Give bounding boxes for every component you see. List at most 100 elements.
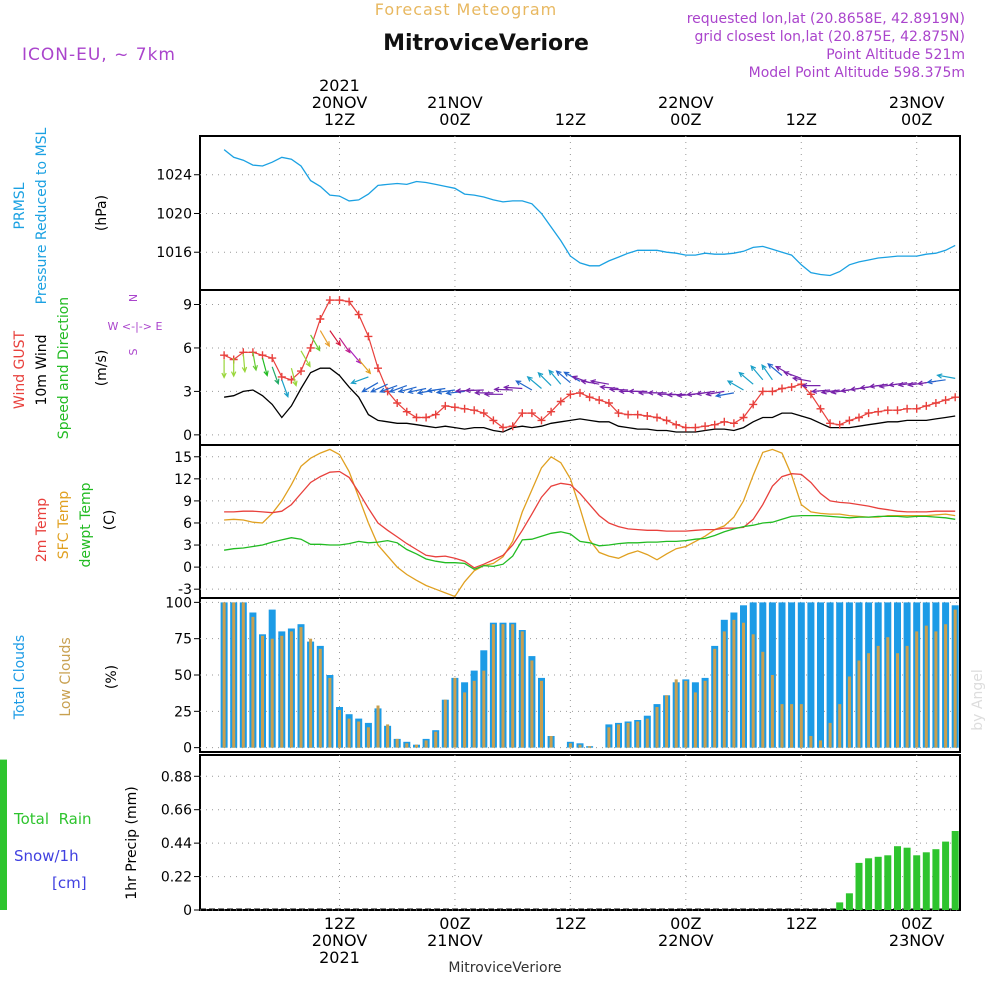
low-clouds-bar [770, 675, 774, 748]
y-tick-label: 6 [183, 516, 192, 532]
y-tick-label: 0.66 [161, 803, 192, 819]
low-clouds-bar [944, 624, 948, 748]
info-point-altitude: Point Altitude 521m [826, 47, 965, 63]
y-tick-label: 25 [174, 704, 192, 720]
total-clouds-bar [788, 602, 796, 748]
low-clouds-bar [415, 744, 418, 748]
low-clouds-bar [645, 718, 649, 748]
compass-north: N [127, 294, 140, 302]
wind-gust-marker [931, 399, 940, 407]
wind-gust-marker [460, 404, 469, 413]
low-clouds-bar [251, 616, 255, 748]
low-clouds-bar [896, 653, 899, 748]
low-clouds-bar [617, 724, 620, 748]
wind-speed-series-line [223, 367, 956, 433]
wind-direction-arrow [887, 381, 908, 388]
y-tick-label: 50 [174, 668, 192, 684]
y-tick-label: 0 [183, 560, 192, 576]
wind-direction-arrow [361, 382, 379, 393]
low-clouds-bar [693, 692, 697, 748]
wind-gust-marker [412, 413, 421, 422]
bottom-time-label: 2021 [319, 948, 360, 967]
gust-label: Wind GUST [12, 330, 28, 409]
bottom-time-label: 12Z [324, 914, 355, 933]
low-clouds-bar [828, 722, 832, 748]
top-time-label: 12Z [555, 110, 586, 129]
wind-gust-marker [325, 296, 334, 305]
wind-direction-arrow [810, 388, 831, 394]
low-clouds-bar [530, 660, 534, 748]
low-clouds-bar [472, 680, 476, 748]
low-clouds-bar [626, 722, 630, 748]
low-clouds-bar [838, 704, 842, 748]
wind-gust-marker [701, 422, 710, 431]
low-clouds-bar [261, 635, 264, 748]
y-tick-label: 9 [183, 494, 192, 510]
low-clouds-bar [491, 624, 495, 748]
rain-bar [903, 847, 911, 910]
wind-gust-marker [797, 380, 806, 389]
rain-bar [913, 855, 921, 910]
temperature-panel: 2m Temp SFC Temp dewpt Temp (C) -3 0 3 6 9 12… [34, 444, 961, 599]
y-tick-label: 0.44 [161, 836, 192, 852]
wind-direction-arrow [705, 390, 725, 397]
snow-label: Snow/1h [14, 847, 79, 865]
wind-gust-marker [527, 409, 536, 418]
wind-direction-arrow [589, 379, 610, 385]
wind-gust-marker [855, 413, 863, 422]
wind-gust-marker [345, 297, 354, 306]
wind-direction-arrow [241, 353, 248, 374]
bottom-time-label: 00Z [901, 914, 932, 933]
total-clouds-bar [845, 602, 853, 748]
info-requested: requested lon,lat (20.8658E, 42.8919N) [687, 11, 965, 27]
wind-gust-marker [354, 310, 363, 319]
low-clouds-bar [665, 695, 669, 748]
low-clouds-bar [924, 625, 928, 748]
temp-dewpt-series-line [223, 514, 956, 571]
wind-gust-marker [883, 406, 892, 415]
bottom-time-label: 21NOV [427, 931, 483, 950]
rain-bar [865, 858, 873, 910]
low-clouds-bar [501, 624, 505, 748]
wind-direction-arrow [474, 390, 494, 396]
top-time-label: 12Z [786, 110, 817, 129]
wind-gust-marker [691, 423, 700, 432]
y-tick-label: 12 [174, 472, 192, 488]
wind-gust-marker [508, 422, 517, 431]
wind-gust-marker [710, 420, 719, 429]
wind-direction-arrow [502, 384, 523, 391]
wind-direction-arrow [801, 382, 821, 389]
low-clouds-bar [905, 645, 909, 748]
y-tick-label: 1024 [156, 168, 192, 184]
wind-gust-marker [912, 404, 921, 413]
rain-bar [894, 846, 901, 910]
wind-label: 10m Wind [34, 334, 50, 405]
y-tick-label: 6 [183, 341, 192, 357]
wind-direction-arrow [370, 383, 388, 393]
wind-direction-arrow [300, 350, 311, 368]
wind-direction-arrow [464, 387, 484, 394]
wind-direction-arrow [791, 376, 812, 382]
wind-gust-marker [556, 397, 565, 406]
wind-direction-arrow [926, 379, 946, 385]
wind-gust-marker [374, 364, 382, 373]
top-time-label: 00Z [439, 110, 470, 129]
wind-gust-marker [277, 372, 286, 381]
rain-bar [922, 852, 930, 910]
low-clouds-bar [309, 638, 313, 748]
wind-direction-arrow [397, 386, 417, 394]
y-tick-label: 3 [183, 538, 192, 554]
compass-south: S [127, 348, 140, 355]
precipitation-panel: Total Rain Snow/1h [cm] 1hr Precip (mm) … [0, 754, 961, 919]
wind-direction-arrow [515, 380, 533, 391]
info-model-altitude: Model Point Altitude 598.375m [749, 65, 965, 81]
bottom-time-label: 00Z [439, 914, 470, 933]
wind-gust-marker [566, 390, 575, 399]
wind-gust-marker [402, 407, 411, 416]
low-clouds-bar [819, 740, 822, 748]
low-clouds-bar [799, 704, 803, 748]
low-clouds-bar [876, 645, 880, 748]
total-clouds-bar [836, 602, 844, 748]
total-clouds-bar [807, 602, 815, 748]
